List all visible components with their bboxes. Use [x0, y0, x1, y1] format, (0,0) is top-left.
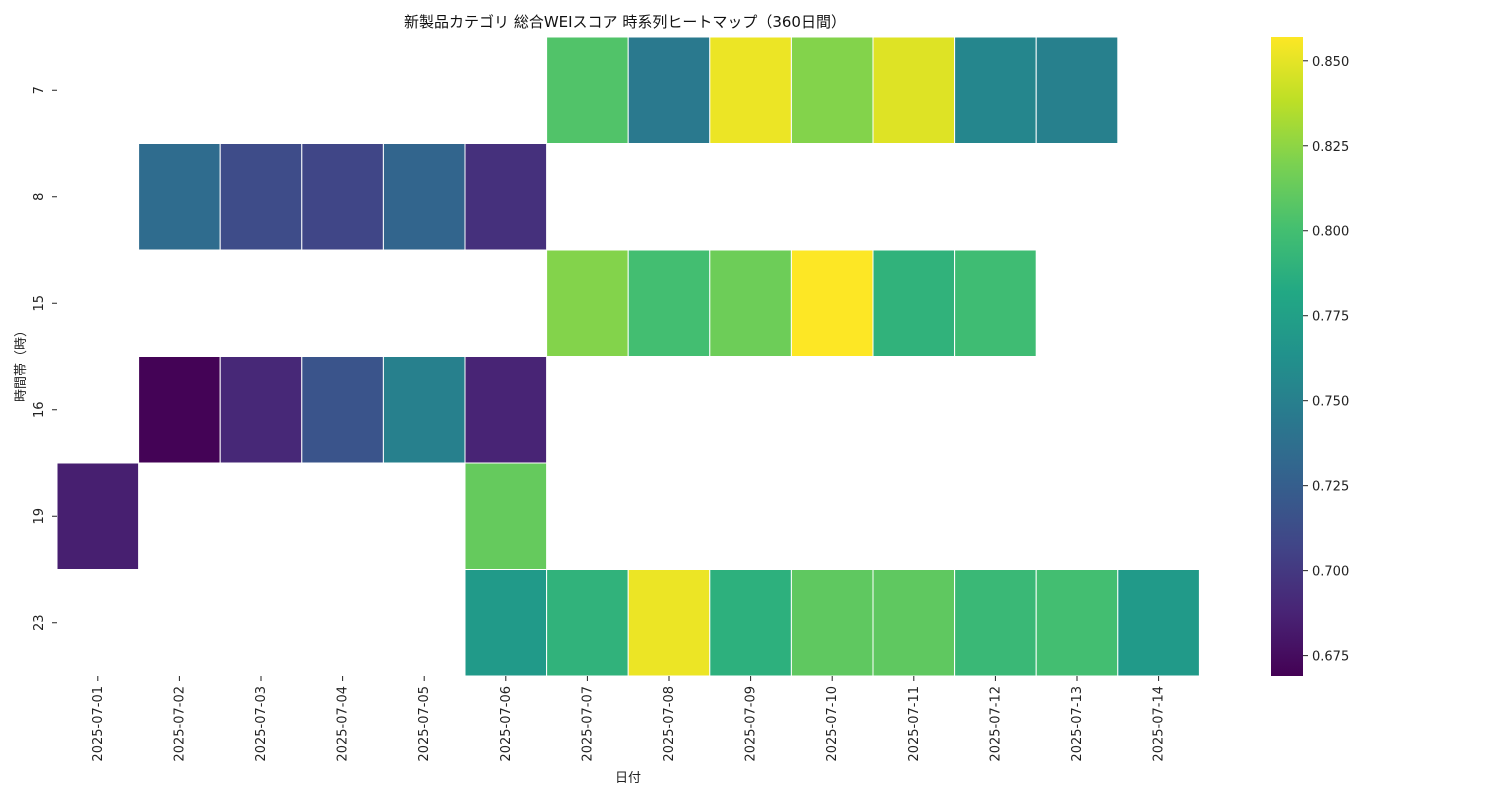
- heatmap-cell: [627, 249, 711, 357]
- x-tick-label: 2025-07-10: [825, 686, 840, 762]
- x-tick-label: 2025-07-04: [336, 686, 351, 762]
- heatmap-cell: [627, 36, 711, 144]
- heatmap-cell: [1035, 36, 1119, 144]
- heatmap-cell: [301, 356, 384, 464]
- heatmap-cell: [954, 569, 1037, 677]
- heatmap-cell: [872, 249, 956, 357]
- y-tick-label: 7: [32, 86, 47, 94]
- x-tick-label: 2025-07-03: [254, 686, 269, 762]
- colorbar-tick-label: 0.800: [1312, 225, 1349, 240]
- colorbar-tick-label: 0.725: [1312, 480, 1349, 495]
- heatmap-cell: [138, 356, 221, 464]
- heatmap-cell: [464, 569, 548, 677]
- y-axis-label: 時間帯（時）: [14, 324, 29, 402]
- colorbar: [1271, 37, 1303, 676]
- heatmap-cell: [872, 36, 956, 144]
- colorbar-tick-label: 0.775: [1312, 310, 1349, 325]
- colorbar-tick-label: 0.825: [1312, 140, 1349, 155]
- heatmap-cell: [954, 249, 1037, 357]
- heatmap-cell: [219, 356, 303, 464]
- y-tick-label: 19: [32, 508, 47, 525]
- heatmap-cell: [627, 569, 711, 677]
- heatmap-cell: [301, 143, 384, 251]
- x-tick-label: 2025-07-02: [172, 686, 187, 762]
- x-tick-label: 2025-07-13: [1070, 686, 1085, 762]
- heatmap-cell: [790, 569, 874, 677]
- heatmap-cell: [954, 36, 1037, 144]
- heatmap-cell: [790, 249, 874, 357]
- heatmap-cell: [546, 569, 629, 677]
- heatmap-cell: [382, 143, 466, 251]
- heatmap-cell: [1035, 569, 1119, 677]
- heatmap-cell: [382, 356, 466, 464]
- heatmap-cell: [138, 143, 221, 251]
- heatmap-cell: [219, 143, 303, 251]
- heatmap-cell: [709, 249, 792, 357]
- y-tick-label: 15: [32, 295, 47, 312]
- heatmap-cell: [464, 143, 548, 251]
- heatmap-cell: [1117, 569, 1200, 677]
- x-tick-label: 2025-07-06: [499, 686, 514, 762]
- x-tick-label: 2025-07-14: [1152, 686, 1167, 762]
- heatmap-cell: [546, 249, 629, 357]
- colorbar-ticks: 0.675 0.700 0.725 0.750 0.775 0.800 0.825 0.850: [1303, 55, 1349, 665]
- chart-title: 新製品カテゴリ 総合WEIスコア 時系列ヒートマップ（360日間）: [404, 13, 846, 31]
- x-axis: 2025-07-01 2025-07-02 2025-07-03 2025-07-04…: [91, 676, 1167, 762]
- heatmap-cell: [464, 356, 548, 464]
- x-tick-label: 2025-07-01: [91, 686, 106, 762]
- heatmap-cell: [546, 36, 629, 144]
- x-tick-label: 2025-07-11: [907, 686, 922, 762]
- x-axis-label: 日付: [615, 771, 641, 786]
- colorbar-tick-label: 0.750: [1312, 395, 1349, 410]
- x-tick-label: 2025-07-07: [580, 686, 595, 762]
- colorbar-tick-label: 0.675: [1312, 650, 1349, 665]
- heatmap-cell: [56, 462, 140, 570]
- y-tick-label: 23: [32, 614, 47, 631]
- colorbar-tick-label: 0.850: [1312, 55, 1349, 70]
- heatmap-cell: [872, 569, 956, 677]
- y-tick-label: 16: [32, 401, 47, 418]
- heatmap-cells: [56, 36, 1200, 677]
- heatmap-cell: [464, 462, 548, 570]
- y-axis: 7 8 15 16 19 23: [32, 86, 57, 631]
- heatmap-cell: [709, 36, 792, 144]
- x-tick-label: 2025-07-09: [744, 686, 759, 762]
- x-tick-label: 2025-07-12: [988, 686, 1003, 762]
- y-tick-label: 8: [32, 193, 47, 201]
- heatmap-cell: [709, 569, 792, 677]
- x-tick-label: 2025-07-08: [662, 686, 677, 762]
- x-tick-label: 2025-07-05: [417, 686, 432, 762]
- heatmap-cell: [790, 36, 874, 144]
- colorbar-tick-label: 0.700: [1312, 565, 1349, 580]
